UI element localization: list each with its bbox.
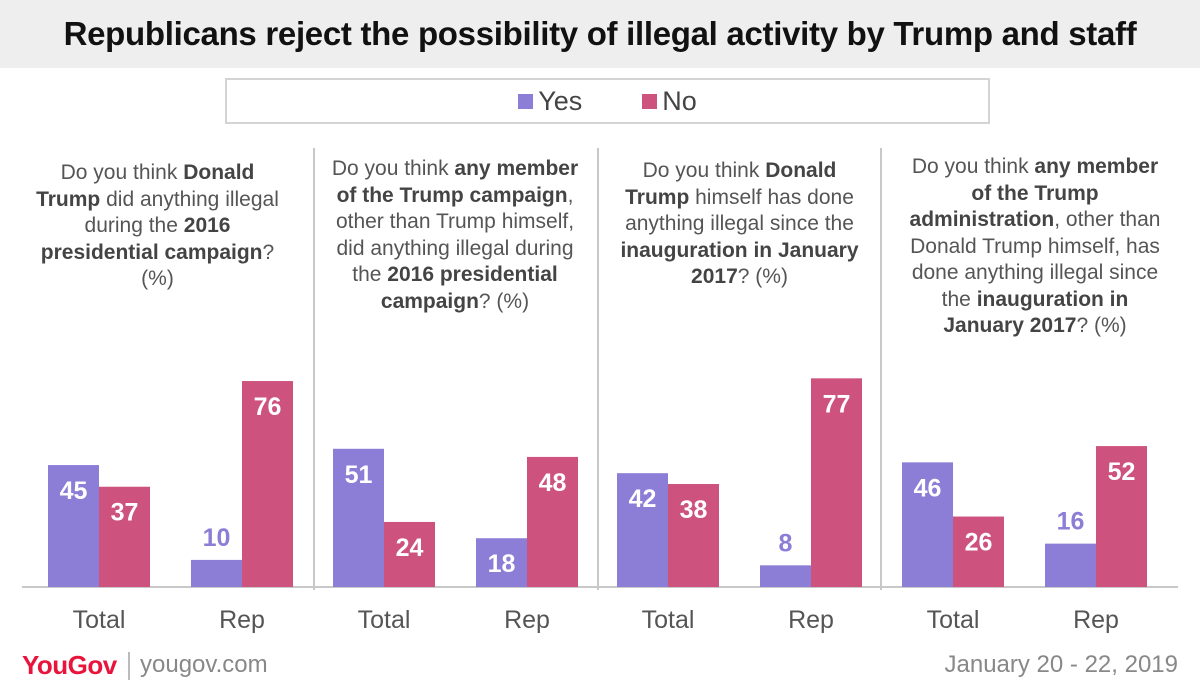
- question-4: Do you think any member of the Trump adm…: [905, 154, 1165, 340]
- category-label: Total: [73, 606, 126, 634]
- legend-label-no: No: [662, 85, 697, 116]
- question-text: Do you think: [911, 155, 1035, 178]
- panel-divider: [597, 148, 599, 590]
- bar-no: [384, 521, 435, 587]
- panel-divider: [880, 148, 882, 590]
- legend-item-yes: Yes: [518, 86, 582, 117]
- question-3: Do you think Donald Trump himself has do…: [612, 158, 867, 291]
- data-label: 52: [1108, 458, 1136, 486]
- legend-label-yes: Yes: [538, 85, 583, 116]
- data-label: 51: [345, 461, 373, 489]
- question-emphasis: 2016 presidential campaign: [380, 263, 558, 313]
- bar-yes: [902, 462, 953, 587]
- data-label: 42: [629, 485, 657, 513]
- data-label: 48: [539, 469, 567, 497]
- category-label: Total: [642, 606, 695, 634]
- question-text: himself has done anything illegal since …: [625, 185, 854, 236]
- question-text: ? (%): [1076, 314, 1127, 337]
- bar-yes: [48, 465, 99, 587]
- category-label: Rep: [219, 606, 265, 634]
- bar-no: [99, 486, 150, 587]
- bar-yes: [1045, 543, 1096, 587]
- panel-divider: [313, 148, 315, 590]
- question-text: ? (%): [141, 240, 275, 291]
- data-label: 46: [914, 474, 942, 502]
- footer-date: January 20 - 22, 2019: [944, 651, 1179, 678]
- bar-yes: [476, 538, 527, 587]
- footer-url[interactable]: yougov.com: [140, 651, 268, 678]
- legend-swatch-yes: [518, 93, 534, 109]
- category-label: Rep: [1073, 606, 1119, 634]
- bar-yes: [760, 565, 811, 587]
- legend-item-no: No: [642, 86, 697, 117]
- data-label: 26: [965, 529, 993, 557]
- bar-no: [811, 378, 862, 587]
- question-emphasis: any member of the Trump administration: [909, 155, 1159, 231]
- category-label: Rep: [504, 606, 550, 634]
- bar-yes: [333, 448, 384, 587]
- data-label: 76: [254, 393, 282, 421]
- yougov-logo: YouGov: [22, 650, 117, 680]
- data-label: 37: [111, 499, 139, 527]
- question-text: Do you think: [642, 159, 766, 182]
- title-bar: [0, 0, 1200, 68]
- footer-separator: [128, 652, 130, 680]
- chart-title: Republicans reject the possibility of il…: [63, 15, 1137, 52]
- category-label: Rep: [788, 606, 834, 634]
- legend-swatch-no: [642, 93, 658, 109]
- question-text: ? (%): [478, 289, 530, 313]
- question-text: ? (%): [737, 265, 788, 288]
- question-emphasis: any member of the Trump campaign: [336, 157, 579, 207]
- category-label: Total: [927, 606, 980, 634]
- bar-no: [1096, 446, 1147, 587]
- data-label: 45: [60, 477, 88, 505]
- question-text: did anything illegal during the: [84, 187, 279, 238]
- question-emphasis: Donald Trump: [36, 161, 255, 211]
- question-text: , other than Donald Trump himself, has d…: [910, 208, 1161, 311]
- question-1: Do you think Donald Trump did anything i…: [35, 160, 280, 293]
- bar-no: [953, 516, 1004, 587]
- bar-no: [668, 484, 719, 587]
- data-label: 24: [396, 534, 424, 562]
- bar-no: [242, 381, 293, 587]
- data-label: 38: [680, 496, 708, 524]
- question-emphasis: inauguration in January 2017: [620, 238, 859, 289]
- data-label: 18: [488, 550, 516, 578]
- bar-no: [527, 456, 578, 587]
- question-text: Do you think: [331, 157, 455, 180]
- category-label: Total: [358, 606, 411, 634]
- question-text: , other than Trump himself, did anything…: [335, 183, 575, 287]
- bar-yes: [191, 559, 242, 587]
- legend: Yes No: [225, 78, 990, 124]
- bar-yes: [617, 473, 668, 587]
- data-label: 10: [203, 524, 231, 552]
- question-emphasis: inauguration in January 2017: [943, 287, 1129, 338]
- data-label: 77: [823, 390, 851, 418]
- data-label: 16: [1057, 508, 1085, 536]
- question-2: Do you think any member of the Trump cam…: [330, 156, 580, 315]
- question-emphasis: Donald Trump: [625, 159, 837, 209]
- question-emphasis: 2016 presidential campaign: [40, 214, 263, 264]
- data-label: 8: [779, 529, 793, 557]
- question-text: Do you think: [60, 161, 184, 184]
